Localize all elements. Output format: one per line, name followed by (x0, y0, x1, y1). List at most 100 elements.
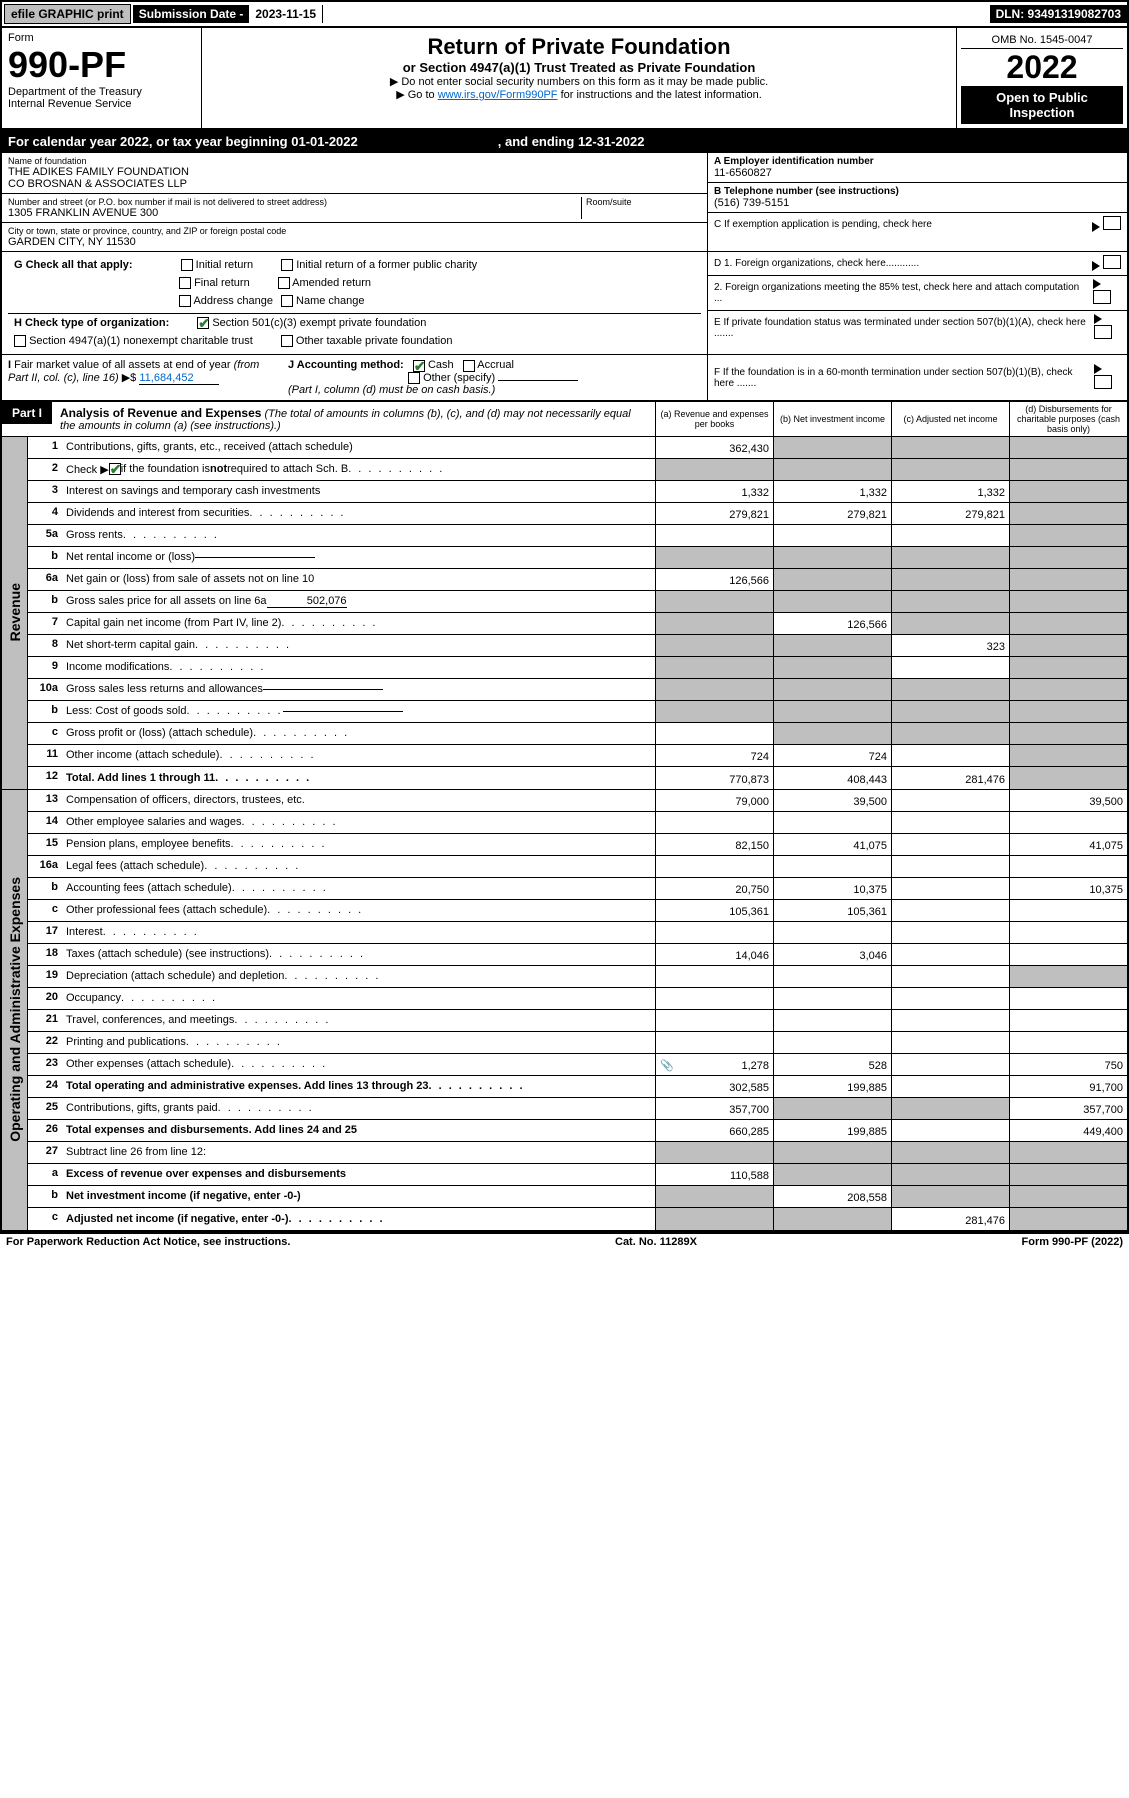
calendar-year-row: For calendar year 2022, or tax year begi… (2, 130, 1127, 153)
address-change-checkbox[interactable] (179, 295, 191, 307)
table-row: 12Total. Add lines 1 through 11770,87340… (28, 767, 1127, 789)
telephone-value: (516) 739-5151 (714, 197, 1121, 209)
name-change-checkbox[interactable] (281, 295, 293, 307)
table-row: 24Total operating and administrative exp… (28, 1076, 1127, 1098)
d1-checkbox[interactable] (1103, 255, 1121, 269)
j-note: (Part I, column (d) must be on cash basi… (288, 384, 578, 396)
table-row: 14Other employee salaries and wages (28, 812, 1127, 834)
ein-label: A Employer identification number (714, 156, 1121, 167)
part1-header: Part I Analysis of Revenue and Expenses … (2, 401, 1127, 437)
part1-tag: Part I (2, 402, 52, 424)
other-method-checkbox[interactable] (408, 372, 420, 384)
4947-checkbox[interactable] (14, 335, 26, 347)
table-row: 6aNet gain or (loss) from sale of assets… (28, 569, 1127, 591)
city-value: GARDEN CITY, NY 11530 (8, 236, 701, 248)
table-row: 3Interest on savings and temporary cash … (28, 481, 1127, 503)
d1-label: D 1. Foreign organizations, check here..… (714, 258, 919, 269)
table-row: bLess: Cost of goods sold (28, 701, 1127, 723)
foundation-name-1: THE ADIKES FAMILY FOUNDATION (8, 166, 701, 178)
i-fmv-value: 11,684,452 (139, 372, 219, 385)
e-checkbox[interactable] (1094, 325, 1112, 339)
attachment-icon[interactable]: 📎 (660, 1059, 674, 1072)
page-footer: For Paperwork Reduction Act Notice, see … (0, 1232, 1129, 1250)
irs-link[interactable]: www.irs.gov/Form990PF (438, 89, 558, 101)
d2-checkbox[interactable] (1093, 290, 1111, 304)
table-row: 13Compensation of officers, directors, t… (28, 790, 1127, 812)
table-row: 27Subtract line 26 from line 12: (28, 1142, 1127, 1164)
room-label: Room/suite (586, 197, 701, 207)
cash-checkbox[interactable] (413, 360, 425, 372)
e-label: E If private foundation status was termi… (714, 317, 1088, 339)
opexp-section: Operating and Administrative Expenses 13… (2, 789, 1127, 1230)
d2-label: 2. Foreign organizations meeting the 85%… (714, 282, 1087, 304)
instruction-1: ▶ Do not enter social security numbers o… (208, 75, 950, 88)
f-checkbox[interactable] (1094, 375, 1112, 389)
dept-treasury: Department of the Treasury (8, 86, 195, 98)
form-subtitle: or Section 4947(a)(1) Trust Treated as P… (208, 60, 950, 75)
revenue-label: Revenue (7, 583, 23, 641)
footer-mid: Cat. No. 11289X (615, 1236, 697, 1248)
foundation-name-2: CO BROSNAN & ASSOCIATES LLP (8, 178, 701, 190)
amended-return-checkbox[interactable] (278, 277, 290, 289)
year-begin: 01-01-2022 (291, 134, 358, 149)
dln-value: DLN: 93491319082703 (990, 5, 1127, 23)
open-public-badge: Open to Public Inspection (961, 86, 1123, 124)
f-label: F If the foundation is in a 60-month ter… (714, 367, 1088, 389)
ein-value: 11-6560827 (714, 167, 1121, 179)
initial-former-checkbox[interactable] (281, 259, 293, 271)
table-row: cGross profit or (loss) (attach schedule… (28, 723, 1127, 745)
table-row: 18Taxes (attach schedule) (see instructi… (28, 944, 1127, 966)
top-bar: efile GRAPHIC print Submission Date - 20… (2, 2, 1127, 28)
table-row: 25Contributions, gifts, grants paid357,7… (28, 1098, 1127, 1120)
table-row: 4Dividends and interest from securities2… (28, 503, 1127, 525)
footer-right: Form 990-PF (2022) (1022, 1236, 1123, 1248)
table-row: 11Other income (attach schedule)724724 (28, 745, 1127, 767)
opexp-label: Operating and Administrative Expenses (7, 877, 23, 1142)
table-row: 19Depreciation (attach schedule) and dep… (28, 966, 1127, 988)
instruction-2: ▶ Go to www.irs.gov/Form990PF for instru… (208, 88, 950, 101)
ij-block: I Fair market value of all assets at end… (2, 355, 1127, 400)
irs-label: Internal Revenue Service (8, 98, 195, 110)
table-row: 15Pension plans, employee benefits82,150… (28, 834, 1127, 856)
form-word: Form (8, 32, 195, 44)
form-container: efile GRAPHIC print Submission Date - 20… (0, 0, 1129, 1232)
omb-number: OMB No. 1545-0047 (961, 32, 1123, 49)
telephone-label: B Telephone number (see instructions) (714, 186, 1121, 197)
mid-block: G Check all that apply: Initial return I… (2, 252, 1127, 355)
city-label: City or town, state or province, country… (8, 226, 701, 236)
h-check-row: H Check type of organization: Section 50… (8, 314, 701, 332)
c-exemption-label: C If exemption application is pending, c… (714, 219, 932, 230)
c-checkbox[interactable] (1103, 216, 1121, 230)
form-number: 990-PF (8, 44, 195, 86)
table-row: cOther professional fees (attach schedul… (28, 900, 1127, 922)
table-row: 22Printing and publications (28, 1032, 1127, 1054)
table-row: 9Income modifications (28, 657, 1127, 679)
revenue-section: Revenue 1Contributions, gifts, grants, e… (2, 437, 1127, 789)
table-row: bNet investment income (if negative, ent… (28, 1186, 1127, 1208)
submission-date-label: Submission Date - (133, 5, 250, 23)
col-c-header: (c) Adjusted net income (891, 402, 1009, 436)
col-b-header: (b) Net investment income (773, 402, 891, 436)
table-row: 10aGross sales less returns and allowanc… (28, 679, 1127, 701)
submission-date-value: 2023-11-15 (249, 5, 323, 23)
g-check-row: G Check all that apply: Initial return I… (8, 256, 701, 274)
table-row: 23Other expenses (attach schedule)📎1,278… (28, 1054, 1127, 1076)
table-row: 7Capital gain net income (from Part IV, … (28, 613, 1127, 635)
foundation-name-label: Name of foundation (8, 156, 701, 166)
table-row: bAccounting fees (attach schedule)20,750… (28, 878, 1127, 900)
table-row: 1Contributions, gifts, grants, etc., rec… (28, 437, 1127, 459)
accrual-checkbox[interactable] (463, 360, 475, 372)
initial-return-checkbox[interactable] (181, 259, 193, 271)
footer-left: For Paperwork Reduction Act Notice, see … (6, 1236, 290, 1248)
info-block: Name of foundation THE ADIKES FAMILY FOU… (2, 153, 1127, 252)
table-row: 2Check ▶ if the foundation is not requir… (28, 459, 1127, 481)
other-taxable-checkbox[interactable] (281, 335, 293, 347)
form-header: Form 990-PF Department of the Treasury I… (2, 28, 1127, 130)
final-return-checkbox[interactable] (179, 277, 191, 289)
year-end: 12-31-2022 (578, 134, 645, 149)
address-label: Number and street (or P.O. box number if… (8, 197, 581, 207)
address-value: 1305 FRANKLIN AVENUE 300 (8, 207, 581, 219)
efile-print-button[interactable]: efile GRAPHIC print (4, 4, 131, 24)
501c3-checkbox[interactable] (197, 317, 209, 329)
table-row: 16aLegal fees (attach schedule) (28, 856, 1127, 878)
